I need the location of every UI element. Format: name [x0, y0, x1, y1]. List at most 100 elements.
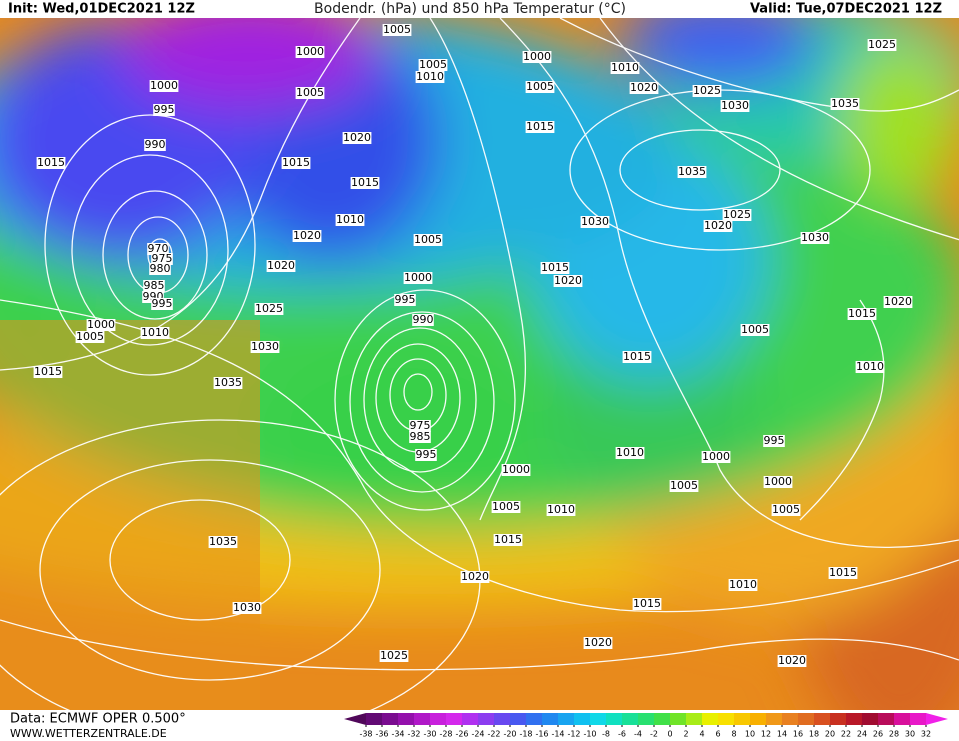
colorbar-label: -4 — [634, 730, 642, 739]
isobar-label: 1035 — [678, 165, 706, 178]
isobar-label-bg — [415, 71, 445, 83]
isobar-label: 1000 — [404, 271, 432, 284]
isobar-label: 1035 — [209, 535, 237, 548]
isobar-label: 995 — [154, 103, 175, 116]
isobar-label: 1010 — [547, 503, 575, 516]
isobar-label-bg — [855, 361, 885, 373]
isobar-label: 1035 — [831, 97, 859, 110]
colorbar-segment — [494, 713, 511, 725]
colorbar-label: 20 — [825, 730, 835, 739]
colorbar-segment — [798, 713, 815, 725]
isobar-label-bg — [701, 451, 731, 463]
colorbar-label: -28 — [439, 730, 452, 739]
isobar-label-bg — [847, 308, 877, 320]
isobar-label: 1010 — [729, 578, 757, 591]
isobar-label-bg — [409, 431, 431, 443]
colorbar-arrow — [344, 713, 366, 725]
isobar-label: 1020 — [884, 295, 912, 308]
isobar-label: 1005 — [76, 330, 104, 343]
isobar-label-bg — [777, 655, 807, 667]
isobar-label: 1010 — [416, 70, 444, 83]
isobar-label: 985 — [410, 430, 431, 443]
isobar-label: 1005 — [419, 58, 447, 71]
colorbar-segment — [526, 713, 543, 725]
isobar-label: 1015 — [526, 120, 554, 133]
colorbar-segment — [766, 713, 783, 725]
init-time: Init: Wed,01DEC2021 12Z — [8, 2, 195, 17]
isobar-label: 1030 — [721, 99, 749, 112]
colorbar-segment — [542, 713, 559, 725]
isobar-label: 1010 — [616, 446, 644, 459]
isobar-label: 1000 — [150, 79, 178, 92]
colorbar-segment — [638, 713, 655, 725]
isobar-label-bg — [522, 51, 552, 63]
isobar-label: 1005 — [492, 500, 520, 513]
isobar-label-bg — [86, 319, 116, 331]
colorbar-label: -30 — [423, 730, 436, 739]
isobar-label-bg — [379, 650, 409, 662]
isobar-label-bg — [867, 39, 897, 51]
isobar-label-bg — [266, 260, 296, 272]
isobar-label-bg — [800, 232, 830, 244]
isobar-label: 1015 — [541, 261, 569, 274]
isobar-label-bg — [75, 331, 105, 343]
colorbar-label: 28 — [889, 730, 899, 739]
colorbar-segment — [750, 713, 767, 725]
colorbar-segment — [446, 713, 463, 725]
colorbar-label: -32 — [407, 730, 420, 739]
isobar-label-bg — [883, 296, 913, 308]
colorbar-arrow — [926, 713, 948, 725]
isobar-label-bg — [250, 341, 280, 353]
colorbar-label: -22 — [487, 730, 500, 739]
colorbar-label: -12 — [567, 730, 580, 739]
colorbar-label: 8 — [731, 730, 736, 739]
isobar-label: 990 — [145, 138, 166, 151]
isobars — [0, 18, 959, 710]
isobar-label-bg — [281, 157, 311, 169]
isobar-label: 1020 — [630, 81, 658, 94]
colorbar-segment — [558, 713, 575, 725]
colorbar-label: 6 — [715, 730, 720, 739]
colorbar-label: 16 — [793, 730, 803, 739]
isobar-label-bg — [151, 298, 173, 310]
isobar-label: 1000 — [296, 45, 324, 58]
isobar-label: 995 — [416, 448, 437, 461]
isobar-label: 1020 — [343, 131, 371, 144]
colorbar-label: -8 — [602, 730, 610, 739]
isobar-label: 1030 — [801, 231, 829, 244]
isobar-label: 1030 — [233, 601, 261, 614]
isobar-label: 1000 — [523, 50, 551, 63]
isobar-label: 1020 — [584, 636, 612, 649]
isobar-label: 1015 — [282, 156, 310, 169]
isobar-label: 1025 — [380, 649, 408, 662]
isobar-label-bg — [213, 377, 243, 389]
colorbar-segment — [862, 713, 879, 725]
isobar-label-bg — [553, 275, 583, 287]
isobar-label-bg — [828, 567, 858, 579]
colorbar-segment — [910, 713, 927, 725]
isobar-label-bg — [740, 324, 770, 336]
isobar-label-bg — [382, 24, 412, 36]
colorbar-segment — [846, 713, 863, 725]
isobar-label: 1015 — [494, 533, 522, 546]
colorbar-label: -14 — [551, 730, 564, 739]
colorbar-segment — [430, 713, 447, 725]
colorbar-segment — [606, 713, 623, 725]
isobar-label: 1005 — [670, 479, 698, 492]
isobar-label: 1020 — [704, 219, 732, 232]
isobar-label-bg — [415, 449, 437, 461]
isobar-label: 1035 — [214, 376, 242, 389]
colorbar-label: -34 — [391, 730, 404, 739]
isobar-label-bg — [394, 294, 416, 306]
isobar-label: 975 — [152, 252, 173, 265]
isobar-label-bg — [342, 132, 372, 144]
isobar-label-bg — [763, 476, 793, 488]
map-title: Bodendr. (hPa) und 850 hPa Temperatur (°… — [314, 1, 626, 17]
isobar-label: 1015 — [829, 566, 857, 579]
isobar-label: 1025 — [693, 84, 721, 97]
colorbar-label: 10 — [745, 730, 755, 739]
isobar-label: 980 — [150, 262, 171, 275]
isobar-label: 995 — [152, 297, 173, 310]
